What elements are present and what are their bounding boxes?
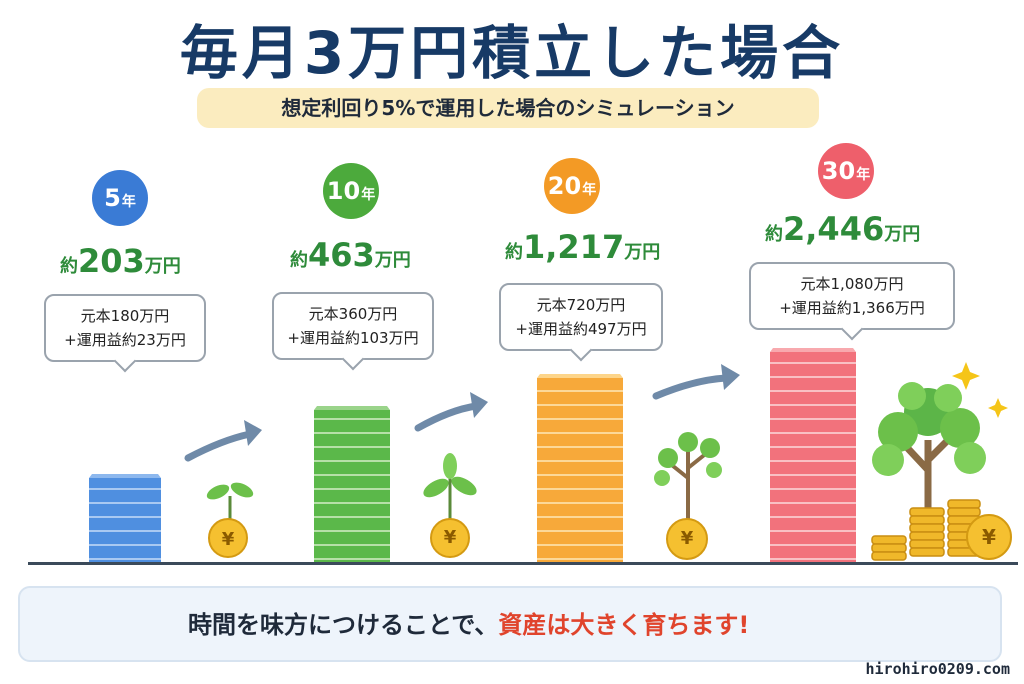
large-tree-icon — [872, 382, 986, 530]
principal-line: 元本180万円 — [80, 307, 170, 325]
stack-10-years — [314, 406, 390, 562]
year-badge-20: 20年 — [544, 158, 600, 214]
yen-coin-icon: ¥ — [666, 518, 708, 560]
young-plant-icon — [423, 453, 477, 520]
message-box — [18, 586, 1002, 662]
growth-arrow-2-head — [470, 392, 488, 418]
growth-arrow-2 — [414, 402, 480, 432]
principal-line: 元本1,080万円 — [800, 275, 904, 293]
gain-line: +運用益約103万円 — [287, 329, 419, 347]
total-20-years: 約1,217万円 — [505, 228, 661, 266]
subtitle-banner: 想定利回り5%で運用した場合のシミュレーション — [197, 88, 819, 128]
growth-arrow-1 — [184, 430, 254, 462]
yen-coin-icon: ¥ — [966, 514, 1012, 560]
growth-arrow-1-head — [244, 420, 262, 446]
year-badge-30: 30年 — [818, 143, 874, 199]
yen-coin-icon: ¥ — [430, 518, 470, 558]
principal-line: 元本360万円 — [308, 305, 398, 323]
total-5-years: 約203万円 — [60, 242, 181, 280]
stack-30-years — [770, 348, 856, 562]
stack-20-years — [537, 374, 623, 562]
principal-line: 元本720万円 — [536, 296, 626, 314]
gain-line: +運用益約1,366万円 — [779, 299, 925, 317]
breakdown-callout-10: 元本360万円 +運用益約103万円 — [272, 292, 434, 360]
gain-line: +運用益約23万円 — [64, 331, 186, 349]
gain-line: +運用益約497万円 — [515, 320, 647, 338]
stack-5-years — [89, 474, 161, 562]
growth-arrow-3 — [652, 374, 730, 400]
small-tree-icon — [654, 432, 722, 520]
year-badge-10: 10年 — [323, 163, 379, 219]
growth-arrow-3-head — [721, 364, 740, 390]
year-badge-5: 5年 — [92, 170, 148, 226]
message-text: 時間を味方につけることで、資産は大きく育ちます! — [188, 611, 750, 639]
breakdown-callout-30: 元本1,080万円 +運用益約1,366万円 — [749, 262, 955, 330]
sparkle-icon — [952, 362, 1008, 418]
breakdown-callout-20: 元本720万円 +運用益約497万円 — [499, 283, 663, 351]
total-10-years: 約463万円 — [290, 236, 411, 274]
message-highlight: 資産は大きく育ちます! — [498, 611, 750, 639]
coin-stack-icon — [871, 499, 981, 561]
yen-coin-icon: ¥ — [208, 518, 248, 558]
breakdown-callout-5: 元本180万円 +運用益約23万円 — [44, 294, 206, 362]
total-30-years: 約2,446万円 — [765, 210, 921, 248]
sprout-plant-icon — [206, 482, 254, 520]
page-title: 毎月3万円積立した場合 — [179, 19, 845, 87]
site-url: hirohiro0209.com — [865, 660, 1011, 678]
baseline-divider — [28, 562, 1018, 565]
